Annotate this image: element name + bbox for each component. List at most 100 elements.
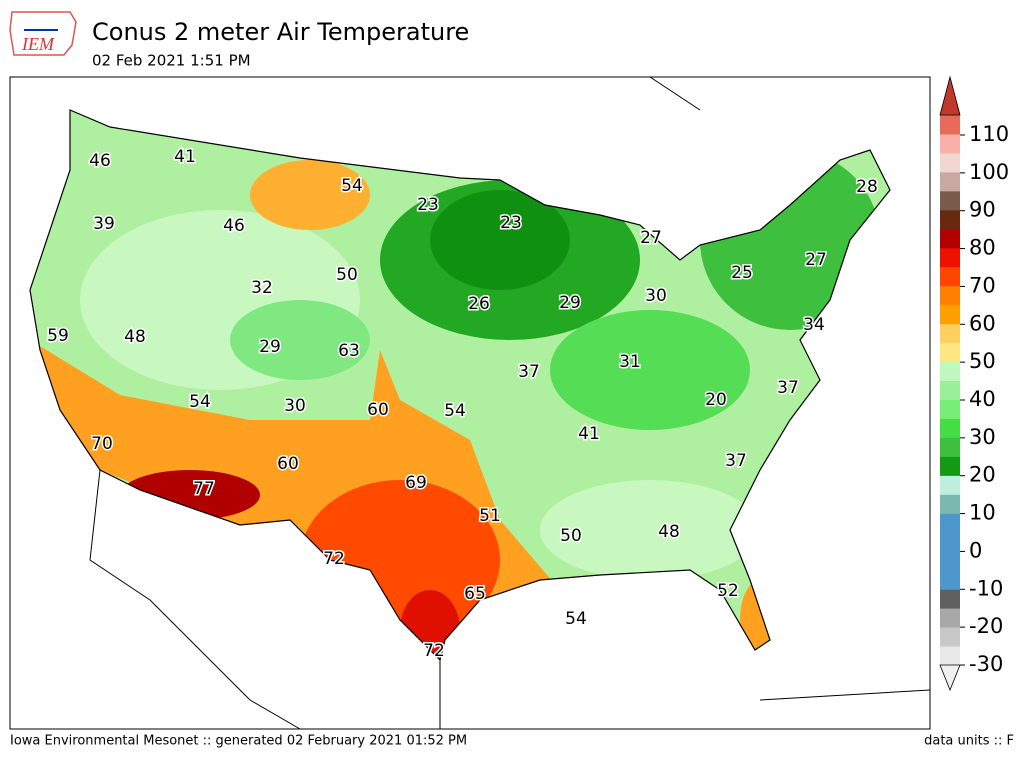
colorbar-segment [940, 513, 960, 533]
station-value: 60 [277, 454, 299, 474]
station-value: 54 [565, 609, 587, 629]
station-value: 32 [251, 278, 273, 298]
colorbar-segment [940, 361, 960, 382]
colorbar-segment [940, 304, 960, 325]
station-value: 59 [47, 326, 69, 346]
colorbar-segment [940, 551, 960, 571]
colorbar-arrow-bottom [939, 664, 961, 692]
station-value: 60 [367, 400, 389, 420]
colorbar-segment [940, 228, 960, 249]
station-value: 46 [89, 151, 111, 171]
station-value: 23 [500, 213, 522, 233]
colorbar-tick-label: 60 [969, 311, 996, 335]
colorbar-segment [940, 266, 960, 287]
station-value: 27 [805, 250, 827, 270]
station-value: 30 [645, 286, 667, 306]
colorbar-segment [940, 342, 960, 363]
colorbar-tick-label: 80 [969, 236, 996, 260]
colorbar-segment [940, 627, 960, 647]
station-value: 54 [341, 176, 363, 196]
station-value: 51 [479, 506, 501, 526]
colorbar-tick-label: -10 [969, 576, 1003, 600]
colorbar: -30 -20 -10 0 10 20 30 40 50 60 70 80 90 100 110 [939, 75, 1009, 692]
colorbar-tick-label: 30 [969, 425, 996, 449]
station-value: 54 [444, 401, 466, 421]
colorbar-tick-label: 20 [969, 463, 996, 487]
colorbar-segment [940, 589, 960, 609]
colorbar-tick-label: -20 [969, 614, 1003, 638]
station-value: 31 [619, 352, 641, 372]
subtitle: 02 Feb 2021 1:51 PM [92, 52, 251, 70]
station-value: 72 [423, 641, 445, 661]
station-value: 30 [284, 396, 306, 416]
colorbar-segment [940, 285, 960, 306]
station-value: 54 [189, 392, 211, 412]
station-value: 37 [725, 451, 747, 471]
coastlines [89, 76, 931, 730]
station-labels: 46 41 54 23 23 28 39 46 27 27 50 25 32 26 29 30 34 59 48 29… [46, 146, 880, 663]
colorbar-segment [940, 532, 960, 552]
colorbar-segment [940, 209, 960, 230]
colorbar-segment [940, 380, 960, 400]
colorbar-segment [940, 608, 960, 628]
station-value: 23 [417, 195, 439, 215]
logo: IEM [9, 11, 77, 56]
colorbar-tick-label: 90 [969, 198, 996, 222]
station-value: 41 [578, 424, 600, 444]
us-outline [29, 109, 891, 662]
colorbar-tick-label: 0 [969, 538, 982, 562]
station-value: 65 [464, 584, 486, 604]
station-value: 63 [338, 341, 360, 361]
colorbar-segment [940, 494, 960, 514]
station-value: 37 [777, 378, 799, 398]
colorbar-segment [940, 437, 960, 457]
colorbar-segment [940, 115, 960, 135]
station-value: 39 [93, 214, 115, 234]
station-value: 48 [124, 327, 146, 347]
station-value: 50 [336, 265, 358, 285]
station-value: 70 [91, 434, 113, 454]
station-value: 34 [803, 315, 825, 335]
logo-text: IEM [21, 34, 55, 54]
station-value: 48 [658, 522, 680, 542]
colorbar-segment [940, 399, 960, 419]
colorbar-tick-label: -30 [969, 652, 1003, 676]
station-value: 29 [259, 337, 281, 357]
colorbar-tick-label: 10 [969, 501, 996, 525]
colorbar-arrow-top [939, 75, 961, 116]
colorbar-segment [940, 190, 960, 211]
colorbar-segment [940, 570, 960, 590]
colorbar-segment [940, 323, 960, 344]
colorbar-tick-label: 70 [969, 273, 996, 297]
station-value: 52 [717, 581, 739, 601]
station-value: 25 [731, 263, 753, 283]
colorbar-segment [940, 456, 960, 476]
station-value: 50 [560, 526, 582, 546]
colorbar-tick-label: 110 [969, 122, 1009, 146]
title: Conus 2 meter Air Temperature [92, 18, 469, 46]
station-value: 20 [705, 390, 727, 410]
station-value: 72 [323, 549, 345, 569]
colorbar-segment [940, 475, 960, 495]
footer-right: data units :: F [924, 734, 1014, 749]
colorbar-segment [940, 171, 960, 192]
colorbar-segment [940, 152, 960, 173]
station-value: 46 [223, 216, 245, 236]
station-value: 77 [193, 479, 215, 499]
map [9, 76, 931, 730]
colorbar-tick-label: 40 [969, 387, 996, 411]
station-value: 69 [405, 473, 427, 493]
colorbar-tick-label: 100 [969, 160, 1009, 184]
station-value: 28 [856, 177, 878, 197]
footer-left: Iowa Environmental Mesonet :: generated … [10, 734, 467, 749]
station-value: 27 [640, 228, 662, 248]
station-value: 37 [518, 362, 540, 382]
colorbar-segment [940, 418, 960, 438]
station-value: 29 [559, 293, 581, 313]
colorbar-segment [940, 646, 960, 666]
station-value: 41 [174, 147, 196, 167]
colorbar-segment [940, 247, 960, 268]
colorbar-segment [940, 133, 960, 154]
colorbar-tick-label: 50 [969, 349, 996, 373]
